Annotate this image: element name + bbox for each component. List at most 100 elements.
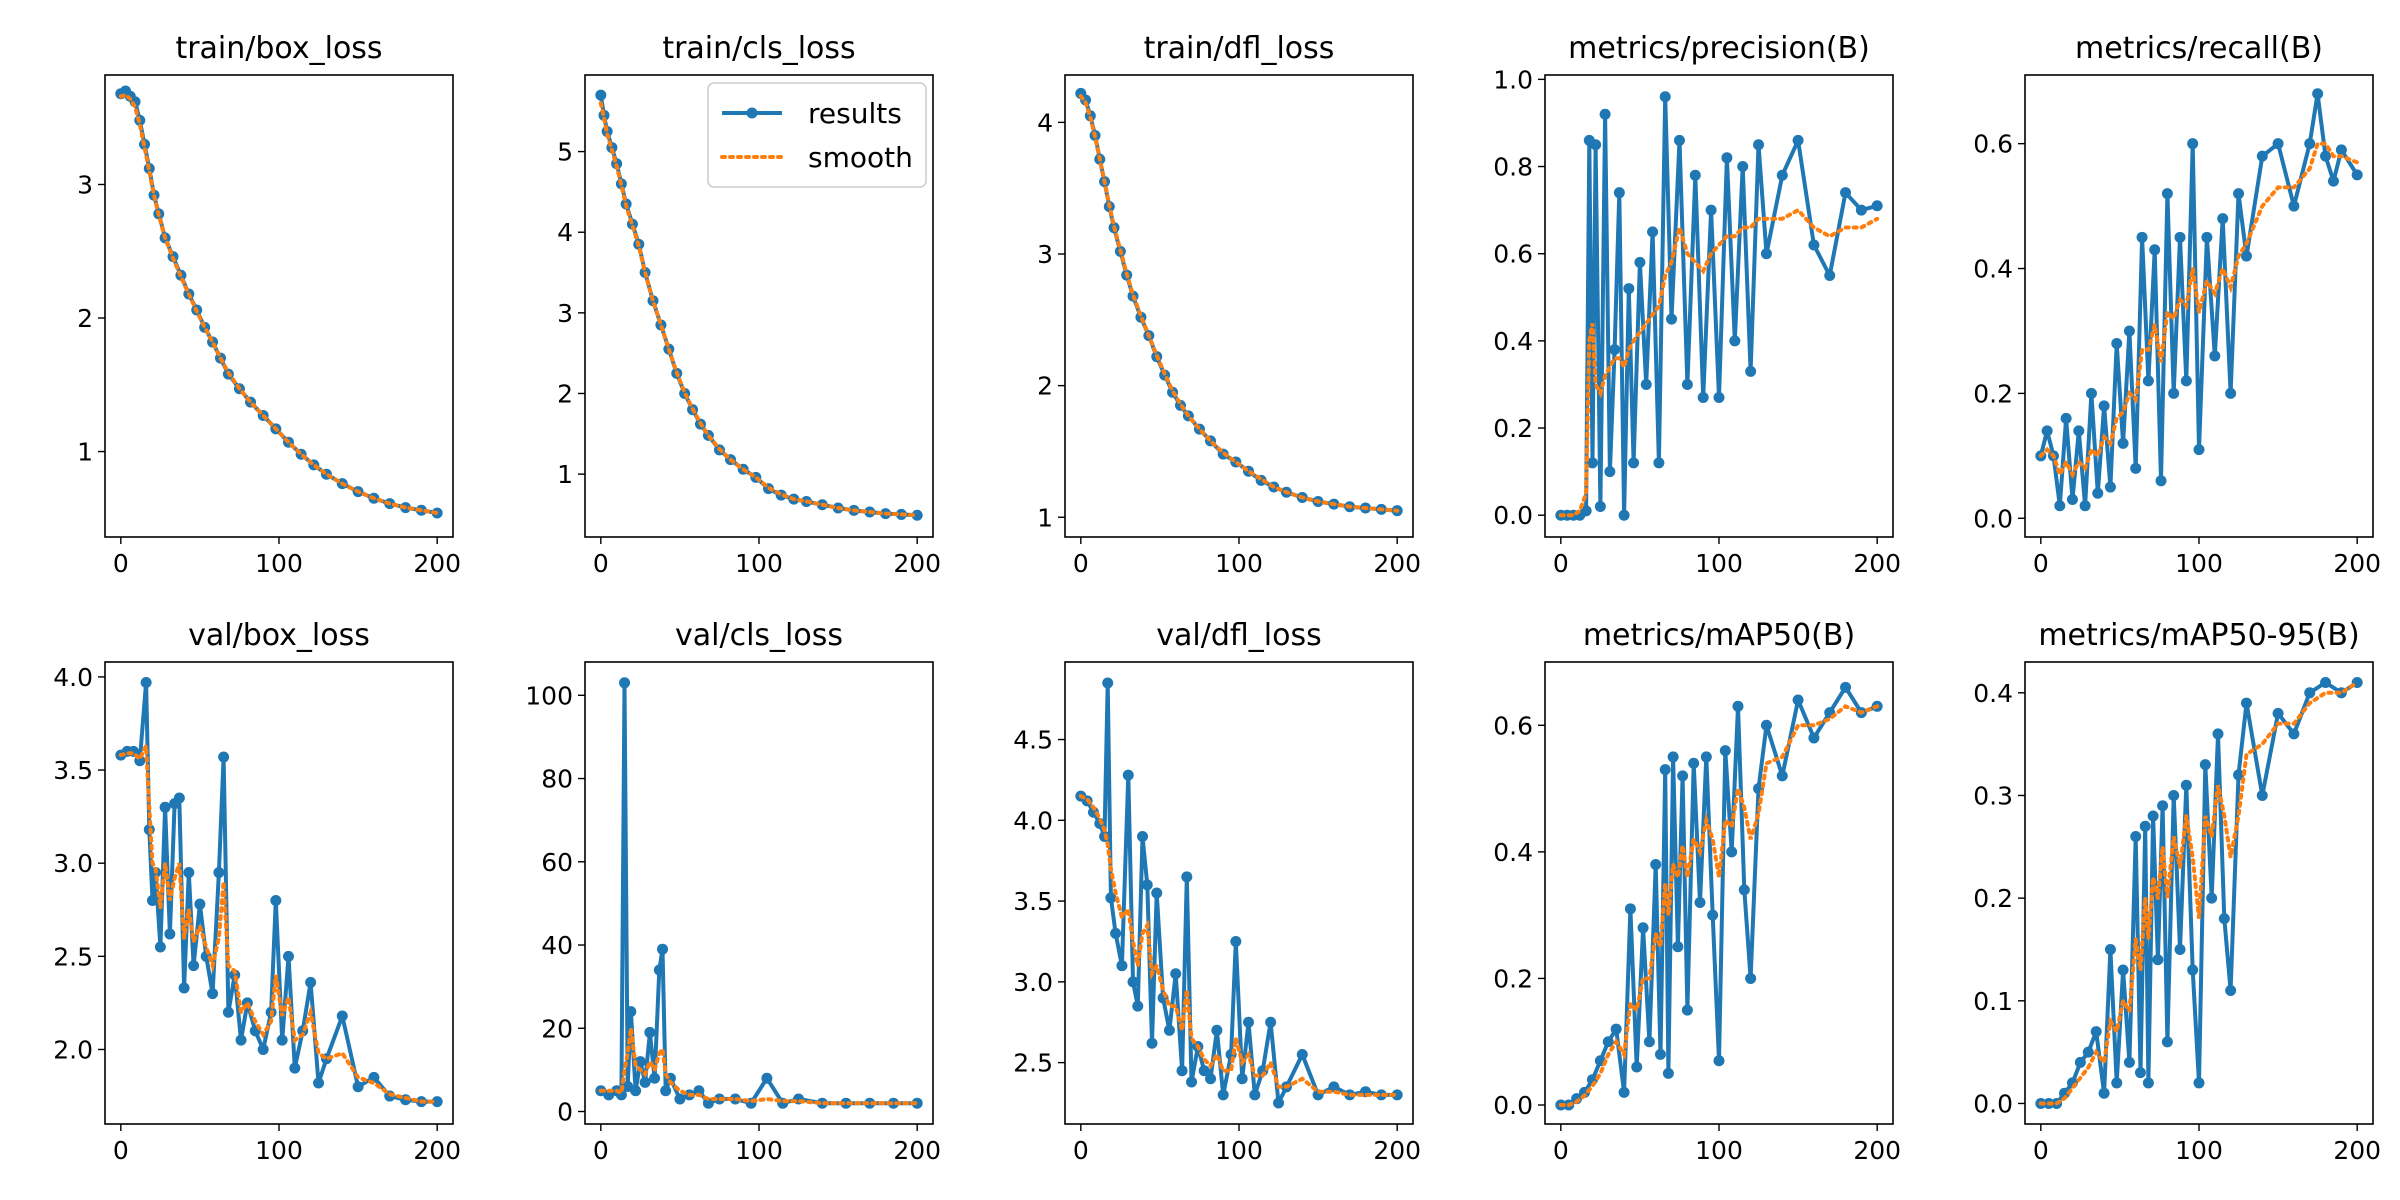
results-point (639, 1076, 651, 1088)
x-tick-label: 200 (1853, 1136, 1901, 1165)
smooth-line (118, 92, 440, 515)
results-point (2320, 677, 2332, 689)
results-point (1170, 968, 1182, 980)
subplot-title: metrics/recall(B) (2075, 31, 2323, 66)
y-tick-label: 0.2 (1973, 884, 2013, 913)
subplot-title: train/cls_loss (662, 31, 855, 66)
results-point (1840, 187, 1852, 199)
results-point (1249, 1089, 1261, 1101)
y-tick-label: 0.6 (1493, 240, 1533, 269)
results-point (2327, 175, 2339, 187)
subplot-title: metrics/mAP50(B) (1583, 618, 1855, 653)
results-point (2123, 1056, 2135, 1068)
results-point (1667, 751, 1679, 763)
subplot-5: val/box_loss 0 100 200 2.0 2.5 3.0 3.5 4.0 (53, 618, 461, 1165)
results-point (2288, 200, 2300, 212)
results-point (2111, 1077, 2123, 1089)
results-point (1688, 757, 1700, 769)
smooth-line (2038, 141, 2360, 480)
results-line (2040, 680, 2359, 1106)
smooth-line (598, 101, 920, 518)
y-tick-label: 0.1 (1973, 987, 2013, 1016)
results-point (1328, 1081, 1340, 1093)
results-point (1618, 509, 1630, 521)
results-point (2304, 138, 2316, 150)
results-point (2092, 487, 2104, 499)
results-point (2272, 707, 2284, 719)
results-point (1871, 200, 1883, 212)
x-tick-label: 200 (2333, 1136, 2381, 1165)
x-tick-label: 100 (1695, 1136, 1743, 1165)
x-tick-label: 0 (113, 549, 129, 578)
results-point (702, 1097, 714, 1109)
results-point (1151, 887, 1163, 899)
x-tick-label: 0 (1073, 1136, 1089, 1165)
y-tick-label: 3.5 (1013, 887, 1053, 916)
results-point (1236, 1073, 1248, 1085)
results-point (1666, 313, 1678, 325)
results-point (154, 941, 166, 953)
x-tick-label: 100 (2175, 1136, 2223, 1165)
plot-area (1075, 87, 1403, 517)
results-point (1745, 365, 1757, 377)
results-point (1122, 769, 1134, 781)
subplot-title: train/dfl_loss (1144, 31, 1335, 66)
subplot-9: metrics/mAP50-95(B) 0 100 200 0.0 0.1 0.2 0.3 0.… (1973, 618, 2381, 1165)
results-point (2312, 88, 2324, 100)
results-point (1719, 745, 1731, 757)
y-tick-label: 4 (557, 218, 573, 247)
results-point (1613, 187, 1625, 199)
x-tick-label: 100 (1215, 1136, 1263, 1165)
results-point (1738, 884, 1750, 896)
results-point (213, 867, 225, 879)
y-tick-label: 0.2 (1493, 964, 1533, 993)
legend-box (707, 82, 927, 188)
results-point (173, 792, 185, 804)
results-point (1610, 1023, 1622, 1035)
y-tick-label: 3.5 (53, 756, 93, 785)
results-point (2152, 954, 2164, 966)
results-point (595, 89, 607, 101)
results-point (2157, 800, 2169, 812)
results-point (1776, 770, 1788, 782)
results-point (2225, 387, 2237, 399)
x-tick-label: 200 (1373, 549, 1421, 578)
results-point (1662, 1067, 1674, 1079)
legend-results-marker (746, 107, 758, 119)
results-point (1713, 1055, 1725, 1067)
results-point (2351, 169, 2363, 181)
plot-area (2035, 677, 2363, 1109)
subplot-1: train/cls_loss 0 100 200 1 2 3 4 5 results smooth (557, 31, 941, 578)
results-line (1560, 685, 1878, 1107)
results-point (1681, 1004, 1693, 1016)
results-point (2233, 188, 2245, 200)
y-tick-label: 0.4 (1493, 838, 1533, 867)
results-point (1753, 139, 1765, 151)
results-point (2079, 500, 2091, 512)
results-point (649, 1072, 661, 1084)
results-point (1141, 879, 1153, 891)
y-tick-label: 2.5 (1013, 1049, 1053, 1078)
y-tick-label: 2.0 (53, 1035, 93, 1064)
results-point (1634, 256, 1646, 268)
y-tick-label: 2 (557, 379, 573, 408)
y-tick-label: 60 (541, 848, 573, 877)
results-point (693, 1085, 705, 1097)
results-point (2147, 810, 2159, 822)
y-tick-label: 0.8 (1493, 153, 1533, 182)
results-point (1590, 139, 1602, 151)
results-point (2168, 789, 2180, 801)
subplot-title: val/box_loss (188, 618, 370, 653)
results-point (183, 867, 195, 879)
results-point (194, 898, 206, 910)
results-point (305, 976, 317, 988)
results-point (1609, 344, 1621, 356)
results-point (1242, 1016, 1254, 1028)
results-point (1745, 972, 1757, 984)
results-point (2090, 1026, 2102, 1038)
y-tick-label: 2 (77, 304, 93, 333)
y-tick-label: 1 (557, 460, 573, 489)
results-point (2098, 400, 2110, 412)
y-tick-label: 0.6 (1493, 711, 1533, 740)
y-tick-label: 2 (1037, 372, 1053, 401)
